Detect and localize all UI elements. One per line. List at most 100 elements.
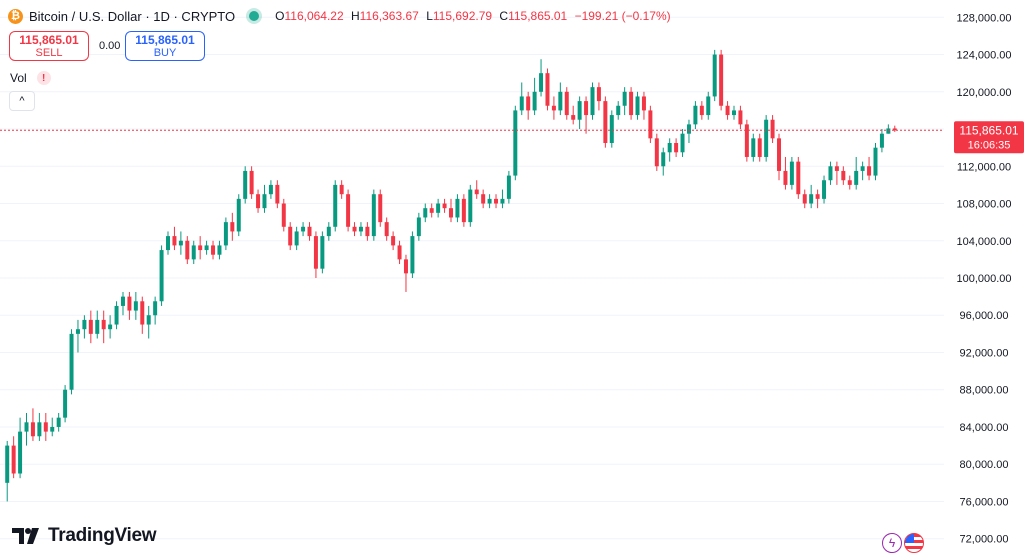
candle-body	[526, 96, 531, 111]
candle-body	[339, 184, 344, 195]
buy-button[interactable]: 115,865.01 BUY	[125, 31, 205, 61]
candle-body	[731, 110, 736, 116]
y-tick-label: 124,000.00	[956, 50, 1011, 62]
candle-body	[198, 245, 203, 251]
candle-body	[474, 189, 479, 195]
candle-body	[172, 236, 177, 246]
candle-body	[313, 236, 318, 269]
buy-label: BUY	[153, 47, 177, 59]
candle-body	[860, 166, 865, 171]
candle-body	[641, 96, 646, 111]
low-value: 115,692.79	[432, 9, 493, 23]
candle-body	[159, 250, 164, 302]
y-tick-label: 112,000.00	[957, 161, 1011, 173]
candle-body	[854, 170, 859, 185]
candle-body	[693, 105, 698, 125]
sell-button[interactable]: 115,865.01 SELL	[9, 31, 89, 61]
brand-name: TradingView	[48, 525, 157, 546]
y-axis-ticks: 72,000.00 76,000.00 80,000.00 84,000.00 88,0…	[956, 12, 1011, 545]
candle-body	[82, 319, 87, 330]
candle-body	[101, 319, 106, 330]
candle-body	[133, 301, 138, 311]
candle-body	[442, 203, 447, 209]
candle-body	[50, 426, 55, 432]
candle-body	[699, 105, 704, 116]
us-flag-icon[interactable]	[904, 533, 924, 553]
price-axis[interactable]	[944, 0, 1024, 556]
candle-body	[789, 161, 794, 185]
market-status-icon[interactable]	[249, 11, 260, 21]
candle-body	[616, 105, 621, 116]
candle-body	[43, 422, 48, 432]
buy-price: 115,865.01	[135, 33, 195, 47]
candle-body	[288, 226, 293, 246]
last-price-value: 115,865.01	[959, 123, 1018, 137]
candle-body	[744, 124, 749, 157]
candle-body	[185, 240, 190, 260]
candle-body	[577, 101, 582, 120]
candle-body	[146, 315, 151, 325]
candle-body	[403, 259, 408, 274]
candle-body	[410, 236, 415, 274]
candle-body	[590, 87, 595, 116]
y-tick-label: 84,000.00	[960, 422, 1009, 434]
candle-body	[178, 240, 183, 246]
candle-body	[371, 194, 376, 237]
candle-body	[397, 245, 402, 260]
candle-body	[365, 226, 370, 237]
candle-body	[262, 194, 267, 209]
y-tick-label: 80,000.00	[960, 459, 1009, 471]
candle-body	[777, 138, 782, 171]
candle-body	[571, 115, 576, 120]
y-tick-label: 120,000.00	[956, 87, 1011, 99]
candle-body	[461, 198, 466, 223]
candle-body	[654, 138, 659, 167]
candle-body	[88, 319, 93, 334]
candle-body	[738, 110, 743, 125]
candle-body	[468, 189, 473, 223]
countdown-timer: 16:06:35	[968, 139, 1011, 151]
candle-body	[114, 305, 119, 325]
candle-body	[429, 208, 434, 213]
candle-body	[635, 96, 640, 116]
candle-body	[223, 222, 228, 246]
candle-body	[352, 226, 357, 232]
candle-body	[873, 147, 878, 176]
candle-body	[326, 226, 331, 237]
candle-body	[346, 194, 351, 227]
candle-body	[120, 296, 125, 306]
warning-icon[interactable]: !	[36, 71, 51, 85]
candle-body	[449, 208, 453, 218]
tradingview-logo[interactable]: TradingView	[12, 525, 157, 547]
candle-body	[532, 91, 537, 111]
candle-body	[56, 417, 61, 427]
candle-body	[513, 110, 518, 176]
candle-body	[545, 73, 550, 106]
candle-body	[506, 175, 511, 199]
candle-body	[847, 180, 852, 185]
y-tick-label: 104,000.00	[956, 236, 1011, 248]
candle-body	[667, 143, 672, 153]
candle-body	[770, 119, 775, 139]
candle-body	[294, 231, 299, 246]
candle-body	[500, 198, 505, 204]
volume-indicator[interactable]: Vol !	[10, 71, 51, 85]
candle-body	[455, 198, 460, 218]
candle-body	[281, 203, 286, 227]
candle-body	[320, 236, 325, 269]
candle-body	[822, 180, 827, 199]
sell-price: 115,865.01	[19, 33, 79, 47]
symbol-title[interactable]: Bitcoin / U.S. Dollar · 1D · CRYPTO	[29, 8, 236, 24]
spread-value: 0.00	[99, 40, 121, 52]
bitcoin-icon: ₿	[8, 8, 23, 24]
ohlc-legend: O116,064.22 H116,363.67 L115,692.79 C115…	[275, 9, 671, 23]
y-tick-label: 128,000.00	[956, 12, 1011, 24]
collapse-button[interactable]: ^	[9, 91, 35, 111]
candle-body	[384, 222, 389, 237]
candle-body	[24, 422, 29, 432]
high-value: 116,363.67	[359, 9, 419, 23]
candle-body	[841, 170, 846, 181]
grid-lines	[0, 16, 944, 540]
lightning-icon[interactable]: ϟ	[882, 533, 902, 553]
